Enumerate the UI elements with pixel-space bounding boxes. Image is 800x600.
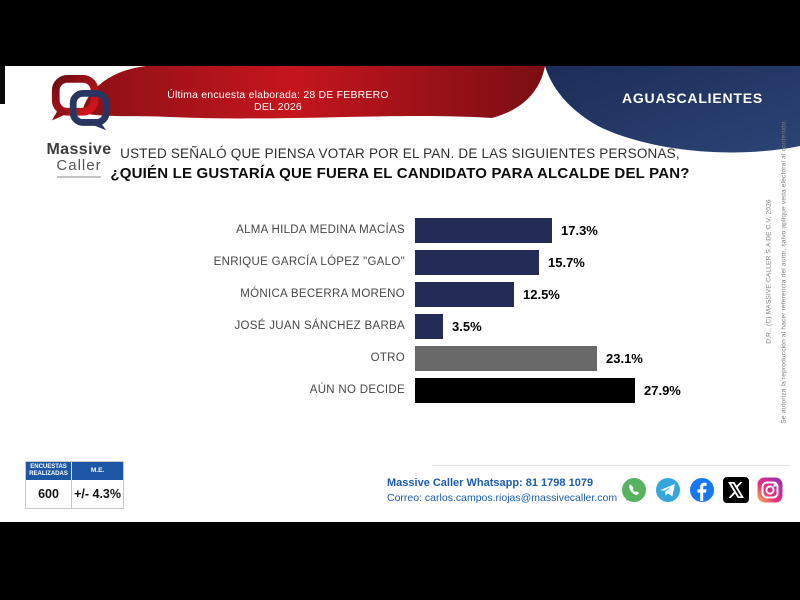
bar-value-label: 17.3%: [561, 223, 598, 238]
x-icon[interactable]: [723, 477, 749, 503]
surveys-count: 600: [26, 480, 73, 508]
bar: [415, 378, 635, 403]
copyright-note: D.R., (C) MASSIVE CALLER S.A DE C.V, 202…: [765, 199, 773, 344]
bar: [415, 250, 539, 275]
bar-category-label: ENRIQUE GARCÍA LÓPEZ "GALO": [213, 256, 405, 268]
bar-value-label: 12.5%: [523, 287, 560, 302]
logo-word-caller: Caller: [56, 157, 102, 174]
bar-value-label: 23.1%: [606, 351, 643, 366]
massive-caller-logo: Massive Caller: [20, 74, 138, 178]
telegram-icon[interactable]: [655, 477, 681, 503]
bar: [415, 282, 514, 307]
question-line-1: USTED SEÑALÓ QUE PIENSA VOTAR POR EL PAN…: [120, 146, 680, 161]
region-title: AGUASCALIENTES: [621, 90, 764, 106]
margin-of-error: +/- 4.3%: [74, 487, 121, 501]
reproduction-note: Se autoriza la reproducción al hacer ref…: [780, 119, 788, 424]
bar-value-label: 3.5%: [452, 319, 482, 334]
bar-category-label: OTRO: [370, 352, 405, 364]
bar-category-label: ALMA HILDA MEDINA MACÍAS: [236, 224, 405, 236]
whatsapp-contact-line: Massive Caller Whatsapp: 81 1798 1079: [387, 477, 594, 489]
bar: [415, 314, 443, 339]
logo-word-massive: Massive: [46, 141, 112, 158]
bar-chart: ALMA HILDA MEDINA MACÍAS 17.3% ENRIQUE GAR…: [0, 218, 800, 418]
stats-header-encuestas: ENCUESTAS REALIZADAS: [26, 462, 73, 480]
bottom-letterbox-bar: [0, 522, 800, 600]
blue-region-swoosh: [545, 66, 800, 153]
stats-table-value-row: 600 +/- 4.3%: [26, 480, 123, 508]
bar: [415, 218, 552, 243]
logo-bubbles-icon: [51, 74, 110, 131]
left-edge-artifact: [0, 66, 5, 104]
bar-value-label: 27.9%: [644, 383, 681, 398]
bar-category-label: MÓNICA BECERRA MORENO: [240, 288, 405, 300]
bar-category-label: AÚN NO DECIDE: [309, 384, 405, 396]
bar-category-label: JOSÉ JUAN SÁNCHEZ BARBA: [234, 320, 405, 332]
last-survey-date: Última encuesta elaborada: 28 DE FEBRERO…: [167, 89, 389, 113]
email-contact-line: Correo: carlos.campos.riojas@massivecall…: [387, 492, 618, 504]
footer-divider-line: [433, 465, 790, 466]
facebook-icon[interactable]: [689, 477, 715, 503]
instagram-icon[interactable]: [757, 477, 783, 503]
stats-header-me: M.E.: [90, 467, 105, 474]
whatsapp-icon[interactable]: [621, 477, 647, 503]
top-letterbox-bar: [0, 0, 800, 66]
sample-stats-table: ENCUESTAS REALIZADAS M.E. 600 +/- 4.3%: [25, 461, 124, 509]
logo-tagline-rule: [57, 176, 101, 178]
social-icons: [621, 477, 783, 503]
bar-value-label: 15.7%: [548, 255, 585, 270]
stats-table-header-row: ENCUESTAS REALIZADAS M.E.: [26, 462, 123, 480]
bar: [415, 346, 597, 371]
question-line-2: ¿QUIÉN LE GUSTARÍA QUE FUERA EL CANDIDAT…: [110, 165, 690, 182]
